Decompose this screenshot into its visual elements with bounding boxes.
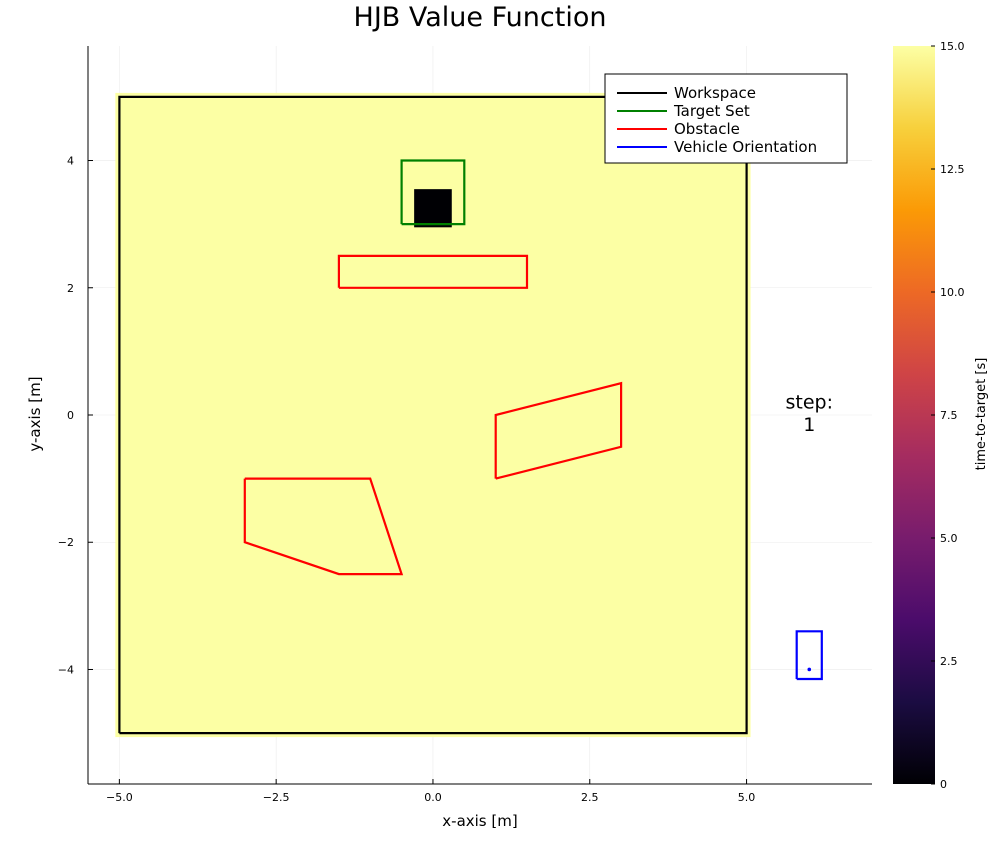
colorbar-tick-label: 15.0 [940,40,965,53]
x-tick-label: 0.0 [424,791,442,804]
chart-title: HJB Value Function [354,2,607,33]
colorbar-tick-label: 2.5 [940,655,958,668]
legend-entry-0: Workspace [674,84,756,102]
x-tick-label: −2.5 [263,791,290,804]
x-axis-label: x-axis [m] [442,812,517,830]
heatmap-target-value-region [414,189,452,228]
series-obstacle-shape-0 [337,254,529,289]
y-tick-label: 0 [67,409,74,422]
y-tick-label: 2 [67,282,74,295]
legend-box [604,73,848,164]
series-obstacle-shape-1 [494,381,623,480]
series-vehicle-orientation-shape-0 [795,630,823,681]
series-target-set-shape-0 [400,159,466,226]
series-obstacle-shape-2 [243,477,404,576]
colorbar-tick-label: 0 [940,778,947,791]
y-tick-label: 4 [67,155,74,168]
step-annotation-1: 1 [803,414,815,436]
legend-entry-3: Vehicle Orientation [674,138,817,156]
y-tick-label: −2 [58,536,74,549]
colorbar-tick-label: 5.0 [940,532,958,545]
x-tick-label: −5.0 [106,791,133,804]
colorbar-tick-label: 7.5 [940,409,958,422]
y-axis-label: y-axis [m] [26,376,44,451]
series-vehicle-orientation-point-0 [807,667,812,672]
x-tick-label: 5.0 [738,791,756,804]
colorbar-tick-label: 10.0 [940,286,965,299]
legend-entry-1: Target Set [673,102,750,120]
x-tick-label: 2.5 [581,791,599,804]
colorbar-label: time-to-target [s] [974,358,989,471]
colorbar-tick-label: 12.5 [940,163,965,176]
legend-entry-2: Obstacle [674,120,740,138]
step-annotation-0: step: [786,392,834,414]
y-tick-label: −4 [58,663,74,676]
colorbar [893,46,935,784]
